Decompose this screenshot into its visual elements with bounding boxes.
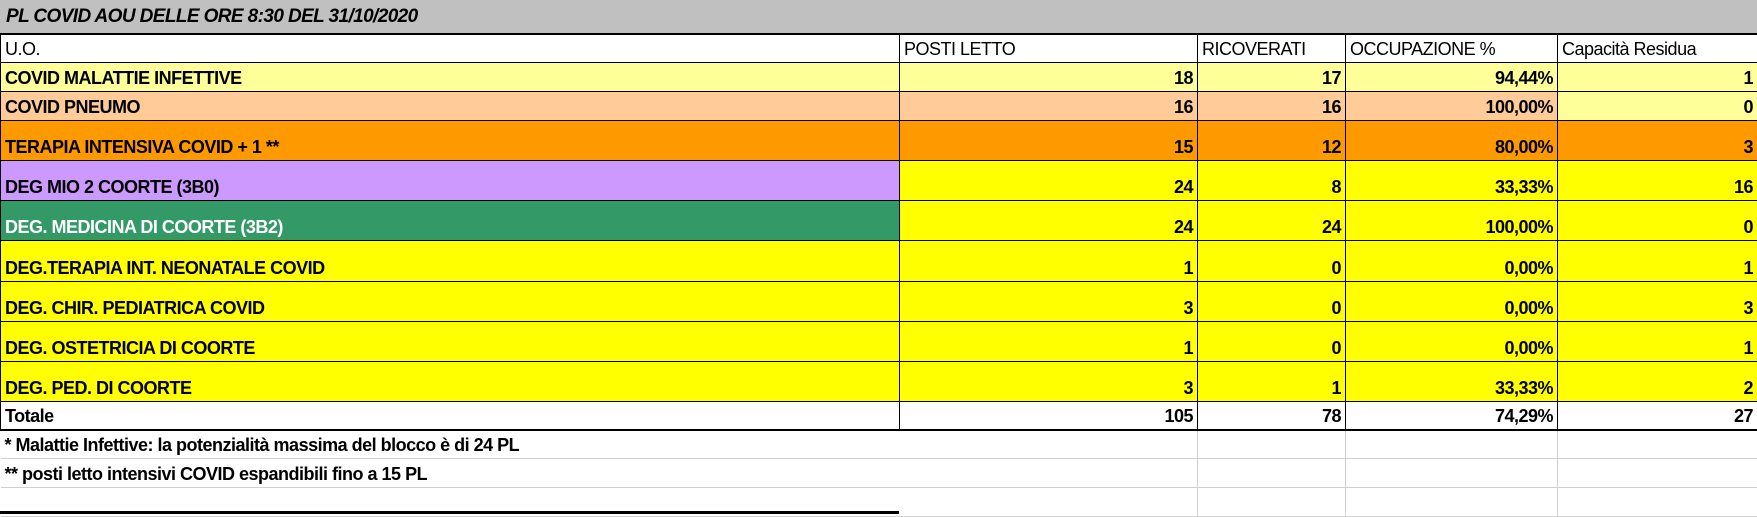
cell-capacita-residua[interactable]: 0 xyxy=(1558,201,1757,241)
cell-occupazione[interactable]: 100,00% xyxy=(1346,201,1558,241)
cell-uo[interactable]: DEG.TERAPIA INT. NEONATALE COVID xyxy=(1,241,900,282)
cell-capacita-residua[interactable]: 16 xyxy=(1558,161,1757,201)
cell-ricoverati[interactable]: 8 xyxy=(1198,161,1346,201)
cell-posti-letto[interactable]: 18 xyxy=(900,63,1198,92)
cell-capacita-residua[interactable]: 3 xyxy=(1558,121,1757,161)
empty-cell[interactable] xyxy=(1558,488,1757,517)
cell-posti-letto[interactable]: 16 xyxy=(900,92,1198,121)
cell-ricoverati[interactable]: 0 xyxy=(1198,241,1346,282)
cell-uo[interactable]: COVID PNEUMO xyxy=(1,92,900,121)
cell-posti-letto[interactable]: 1 xyxy=(900,322,1198,362)
empty-cell[interactable] xyxy=(1346,430,1558,459)
header-occupazione[interactable]: OCCUPAZIONE % xyxy=(1346,35,1558,63)
cell-posti-letto[interactable]: 15 xyxy=(900,121,1198,161)
empty-cell[interactable] xyxy=(1198,430,1346,459)
note-row: ** posti letto intensivi COVID espandibi… xyxy=(1,459,1757,488)
empty-cell[interactable] xyxy=(1558,459,1757,488)
header-ricoverati[interactable]: RICOVERATI xyxy=(1198,35,1346,63)
cell-posti-letto[interactable]: 3 xyxy=(900,282,1198,322)
empty-cell[interactable] xyxy=(900,430,1198,459)
header-capacita-residua[interactable]: Capacità Residua xyxy=(1558,35,1757,63)
cell-ricoverati[interactable]: 16 xyxy=(1198,92,1346,121)
empty-cell[interactable] xyxy=(1346,488,1558,517)
header-row: U.O. POSTI LETTO RICOVERATI OCCUPAZIONE … xyxy=(1,35,1757,63)
empty-cell[interactable] xyxy=(900,488,1198,517)
note-text[interactable]: * Malattie Infettive: la potenzialità ma… xyxy=(1,430,900,459)
cell-ricoverati[interactable]: 17 xyxy=(1198,63,1346,92)
cell-ricoverati[interactable]: 12 xyxy=(1198,121,1346,161)
header-posti-letto[interactable]: POSTI LETTO xyxy=(900,35,1198,63)
empty-cell[interactable] xyxy=(1558,430,1757,459)
cell-posti-letto[interactable]: 24 xyxy=(900,161,1198,201)
cell-occupazione[interactable]: 0,00% xyxy=(1346,241,1558,282)
note-row: * Malattie Infettive: la potenzialità ma… xyxy=(1,430,1757,459)
cell-ricoverati[interactable]: 1 xyxy=(1198,362,1346,402)
cell-uo[interactable]: DEG. MEDICINA DI COORTE (3B2) xyxy=(1,201,900,241)
cell-occupazione[interactable]: 33,33% xyxy=(1346,362,1558,402)
cell-capacita-residua[interactable]: 3 xyxy=(1558,282,1757,322)
cell-occupazione[interactable]: 33,33% xyxy=(1346,161,1558,201)
covid-beds-table: U.O. POSTI LETTO RICOVERATI OCCUPAZIONE … xyxy=(0,34,1757,517)
empty-cell[interactable] xyxy=(1198,488,1346,517)
total-occupazione[interactable]: 74,29% xyxy=(1346,402,1558,430)
cell-capacita-residua[interactable]: 1 xyxy=(1558,322,1757,362)
total-posti-letto[interactable]: 105 xyxy=(900,402,1198,430)
total-label[interactable]: Totale xyxy=(1,402,900,430)
empty-cell[interactable] xyxy=(1198,459,1346,488)
cell-uo[interactable]: DEG. CHIR. PEDIATRICA COVID xyxy=(1,282,900,322)
cell-occupazione[interactable]: 100,00% xyxy=(1346,92,1558,121)
cell-uo[interactable]: COVID MALATTIE INFETTIVE xyxy=(1,63,900,92)
total-capacita-residua[interactable]: 27 xyxy=(1558,402,1757,430)
cell-uo[interactable]: DEG. PED. DI COORTE xyxy=(1,362,900,402)
cell-ricoverati[interactable]: 24 xyxy=(1198,201,1346,241)
cell-uo[interactable]: DEG MIO 2 COORTE (3B0) xyxy=(1,161,900,201)
cell-capacita-residua[interactable]: 0 xyxy=(1558,92,1757,121)
cell-ricoverati[interactable]: 0 xyxy=(1198,322,1346,362)
cell-capacita-residua[interactable]: 2 xyxy=(1558,362,1757,402)
cell-posti-letto[interactable]: 1 xyxy=(900,241,1198,282)
cell-capacita-residua[interactable]: 1 xyxy=(1558,63,1757,92)
cell-occupazione[interactable]: 80,00% xyxy=(1346,121,1558,161)
note-text[interactable]: ** posti letto intensivi COVID espandibi… xyxy=(1,459,900,488)
cell-ricoverati[interactable]: 0 xyxy=(1198,282,1346,322)
cell-occupazione[interactable]: 0,00% xyxy=(1346,322,1558,362)
cell-uo[interactable]: TERAPIA INTENSIVA COVID + 1 ** xyxy=(1,121,900,161)
empty-cell[interactable] xyxy=(1346,459,1558,488)
cell-posti-letto[interactable]: 24 xyxy=(900,201,1198,241)
cell-uo[interactable]: DEG. OSTETRICIA DI COORTE xyxy=(1,322,900,362)
cell-capacita-residua[interactable]: 1 xyxy=(1558,241,1757,282)
total-ricoverati[interactable]: 78 xyxy=(1198,402,1346,430)
empty-cell[interactable] xyxy=(900,459,1198,488)
header-uo[interactable]: U.O. xyxy=(1,35,900,63)
cell-posti-letto[interactable]: 3 xyxy=(900,362,1198,402)
cell-occupazione[interactable]: 0,00% xyxy=(1346,282,1558,322)
cell-occupazione[interactable]: 94,44% xyxy=(1346,63,1558,92)
sheet-title: PL COVID AOU DELLE ORE 8:30 DEL 31/10/20… xyxy=(0,0,1757,34)
